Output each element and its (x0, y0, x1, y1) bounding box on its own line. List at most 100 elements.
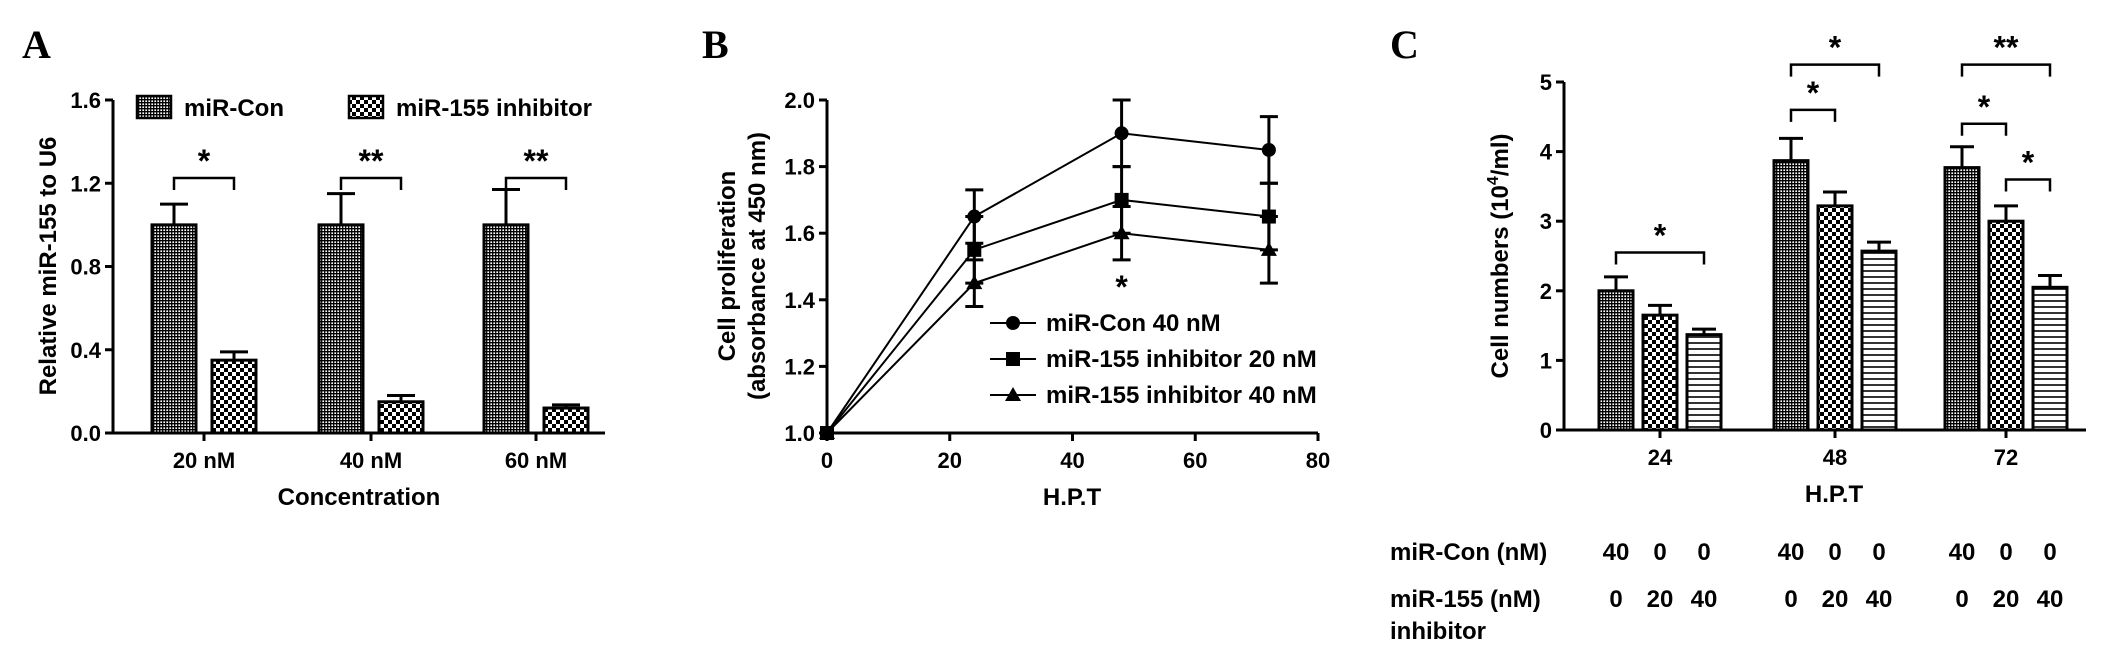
data-point (1114, 192, 1129, 207)
table-row2-cell: 40 (1866, 586, 1893, 613)
legend-marker (1005, 387, 1021, 401)
sig-bracket (2004, 178, 2052, 192)
x-tick-label: 24 (1648, 445, 1673, 470)
bar (150, 223, 198, 435)
y-tick-label: 1.8 (784, 155, 815, 180)
y-axis-title: Cell numbers (104/ml) (1485, 134, 1514, 379)
legend-marker (1006, 352, 1020, 366)
y-axis-title-main: Cell numbers (10 (1487, 185, 1514, 378)
x-tick-label: 72 (1994, 445, 2018, 470)
table-row1-cell: 0 (1828, 539, 1841, 566)
sig-bracket (504, 176, 568, 190)
bar (1641, 313, 1679, 432)
y-axis-title: Relative miR-155 to U6 (35, 137, 62, 396)
bar (1772, 159, 1810, 432)
x-tick-label: 60 nM (505, 448, 567, 473)
sig-bracket (1789, 63, 1881, 77)
sig-bracket-label: ** (524, 143, 549, 179)
table-row2-cell: 0 (1784, 586, 1797, 613)
legend-label: miR-155 inhibitor (396, 95, 592, 122)
table-row2-cell: 20 (1822, 586, 1849, 613)
table-row2-cell: 0 (1955, 586, 1968, 613)
bar (542, 406, 590, 435)
table-row2-label: miR-155 (nM) (1390, 586, 1541, 613)
y-tick-label: 0.0 (70, 421, 101, 446)
bar (2031, 285, 2069, 432)
bar (210, 358, 258, 435)
panel-b-letter: B (702, 22, 729, 67)
bar (317, 223, 365, 435)
legend-label: miR-Con 40 nM (1046, 310, 1221, 337)
sig-bracket (1789, 108, 1837, 122)
table-row1-cell: 0 (1872, 539, 1885, 566)
y-tick-label: 3 (1540, 209, 1552, 234)
legend-label: miR-155 inhibitor 20 nM (1046, 346, 1317, 373)
series-line (826, 132, 1270, 434)
bar (1943, 166, 1981, 432)
table-row2-label-line2: inhibitor (1390, 618, 1486, 645)
sig-bracket-label: * (198, 143, 211, 179)
x-axis-title: H.P.T (1805, 481, 1864, 508)
x-tick-label: 0 (821, 448, 833, 473)
series-line (826, 198, 1270, 434)
table-row2-cell: 0 (1609, 586, 1622, 613)
y-tick-label: 1.6 (784, 221, 815, 246)
y-axis-title-end: /ml) (1487, 134, 1514, 177)
bar (377, 400, 425, 435)
y-tick-label: 4 (1540, 140, 1553, 165)
y-tick-label: 2 (1540, 279, 1552, 304)
y-tick-label: 5 (1540, 70, 1552, 95)
legend-label: miR-155 inhibitor 40 nM (1046, 382, 1317, 409)
y-axis-title-line: (absorbance at 450 nm) (744, 132, 771, 400)
x-tick-label: 60 (1183, 448, 1207, 473)
y-tick-label: 1.4 (784, 288, 815, 313)
table-row1-cell: 0 (1653, 539, 1666, 566)
sig-bracket-label: ** (1994, 30, 2019, 66)
legend-swatch (347, 94, 385, 120)
x-tick-label: 40 nM (340, 448, 402, 473)
panel-b-chart: 1.0 1.2 1.4 1.6 1.8 2.0 0 20 40 60 80 * H.P.T Cell pr… (714, 88, 1330, 511)
panel-c-letter: C (1390, 22, 1419, 67)
sig-bracket-label: ** (359, 143, 384, 179)
data-point (1260, 241, 1277, 256)
table-row2-cell: 40 (1691, 586, 1718, 613)
table-row1-cell: 0 (1999, 539, 2012, 566)
data-point (966, 275, 983, 290)
bar (1816, 204, 1854, 432)
y-axis-title-line: Cell proliferation (714, 171, 741, 362)
bar (482, 223, 530, 435)
y-tick-label: 2.0 (784, 88, 815, 113)
table-row2-cell: 20 (1993, 586, 2020, 613)
sig-bracket (1960, 122, 2008, 136)
legend-swatch (135, 94, 173, 120)
panel-a-chart: 0.0 0.4 0.8 1.2 1.6 20 nM * 40 nM ** 60 nM ** Conce… (35, 88, 605, 511)
sig-bracket (339, 176, 403, 190)
table-row1-cell: 40 (1778, 539, 1805, 566)
bar (1685, 333, 1723, 432)
bar (1987, 219, 2025, 432)
x-tick-label: 20 (938, 448, 962, 473)
x-axis-title: Concentration (278, 484, 441, 511)
legend-label: miR-Con (184, 95, 284, 122)
data-point (1114, 126, 1129, 141)
panel-a-letter: A (22, 22, 51, 67)
x-tick-label: 20 nM (173, 448, 235, 473)
table-row1-cell: 0 (2043, 539, 2056, 566)
data-point (1113, 225, 1130, 240)
sig-bracket-label: * (1807, 75, 1820, 111)
y-tick-label: 0 (1540, 418, 1552, 443)
y-tick-label: 1 (1540, 348, 1552, 373)
data-point (967, 242, 982, 257)
x-tick-label: 40 (1060, 448, 1084, 473)
x-axis-title: H.P.T (1043, 484, 1102, 511)
bar (1860, 249, 1898, 432)
sig-bracket-label: * (1654, 218, 1667, 254)
sig-bracket (1614, 251, 1706, 265)
y-axis-title-sup: 4 (1485, 176, 1502, 185)
bar (1597, 289, 1635, 432)
sig-bracket-label: * (1978, 89, 1991, 125)
data-point (819, 425, 835, 439)
table-row2-cell: 20 (1647, 586, 1674, 613)
y-tick-label: 0.4 (70, 338, 101, 363)
